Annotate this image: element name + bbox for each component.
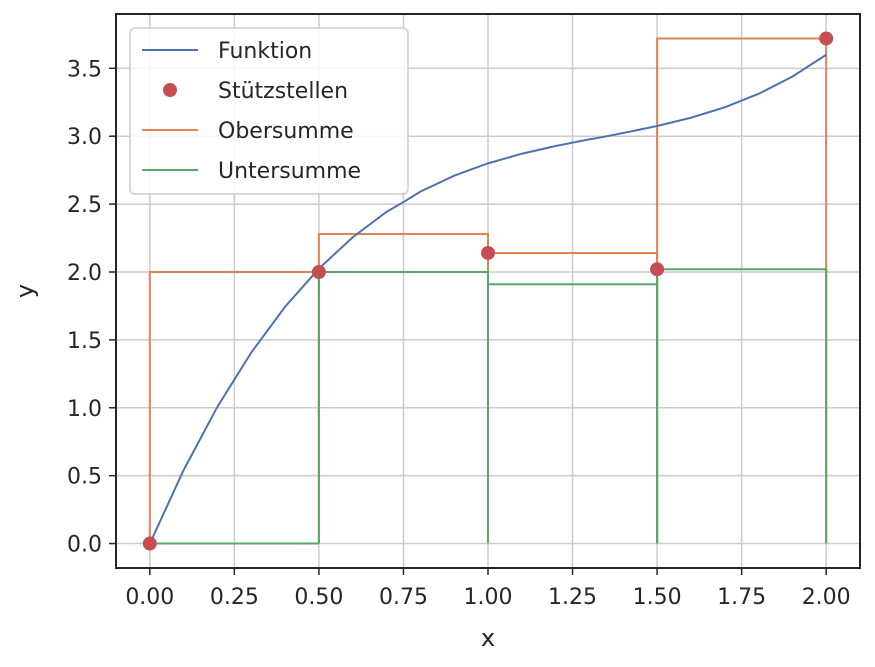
y-tick-label: 0.0 xyxy=(67,533,102,558)
y-tick-label: 1.0 xyxy=(67,397,102,422)
stuetzstellen-point xyxy=(311,264,326,279)
x-tick-label: 1.50 xyxy=(633,585,682,610)
x-tick-label: 1.75 xyxy=(717,585,766,610)
legend-marker-stuetzstellen xyxy=(163,83,177,97)
legend-label-funktion: Funktion xyxy=(218,39,312,64)
legend-label-obersumme: Obersumme xyxy=(218,119,354,144)
plot-series xyxy=(142,31,834,551)
legend: Funktion Stützstellen Obersumme Untersumme xyxy=(129,27,409,195)
x-tick-label: 0.00 xyxy=(125,585,174,610)
untersumme-rect xyxy=(656,268,828,544)
y-tick-label: 2.5 xyxy=(67,193,102,218)
x-tick-label: 0.25 xyxy=(210,585,259,610)
stuetzstellen-point xyxy=(650,262,665,277)
y-tick-label: 3.5 xyxy=(67,57,102,82)
x-tick-label: 0.50 xyxy=(294,585,343,610)
x-tick-label: 2.00 xyxy=(802,585,851,610)
y-tick-label: 2.0 xyxy=(67,261,102,286)
y-axis-label: y xyxy=(11,284,39,298)
x-tick-label: 1.00 xyxy=(464,585,513,610)
x-tick-label: 0.75 xyxy=(379,585,428,610)
stuetzstellen-point xyxy=(481,245,495,260)
stuetzstellen-point xyxy=(142,536,157,551)
axis-ticks: 0.00 0.25 0.50 0.75 1.00 1.25 1.50 1.75 2.00 0.0 0… xyxy=(67,57,851,610)
y-tick-label: 0.5 xyxy=(67,465,102,490)
stuetzstellen-point xyxy=(819,31,834,46)
y-tick-label: 1.5 xyxy=(67,329,102,354)
legend-label-untersumme: Untersumme xyxy=(218,159,361,184)
y-tick-label: 3.0 xyxy=(67,125,102,150)
x-axis-label: x xyxy=(481,624,495,652)
legend-label-stuetzstellen: Stützstellen xyxy=(218,79,348,104)
funktion-line xyxy=(148,53,827,544)
x-tick-label: 1.25 xyxy=(548,585,597,610)
legend-box xyxy=(129,27,409,195)
